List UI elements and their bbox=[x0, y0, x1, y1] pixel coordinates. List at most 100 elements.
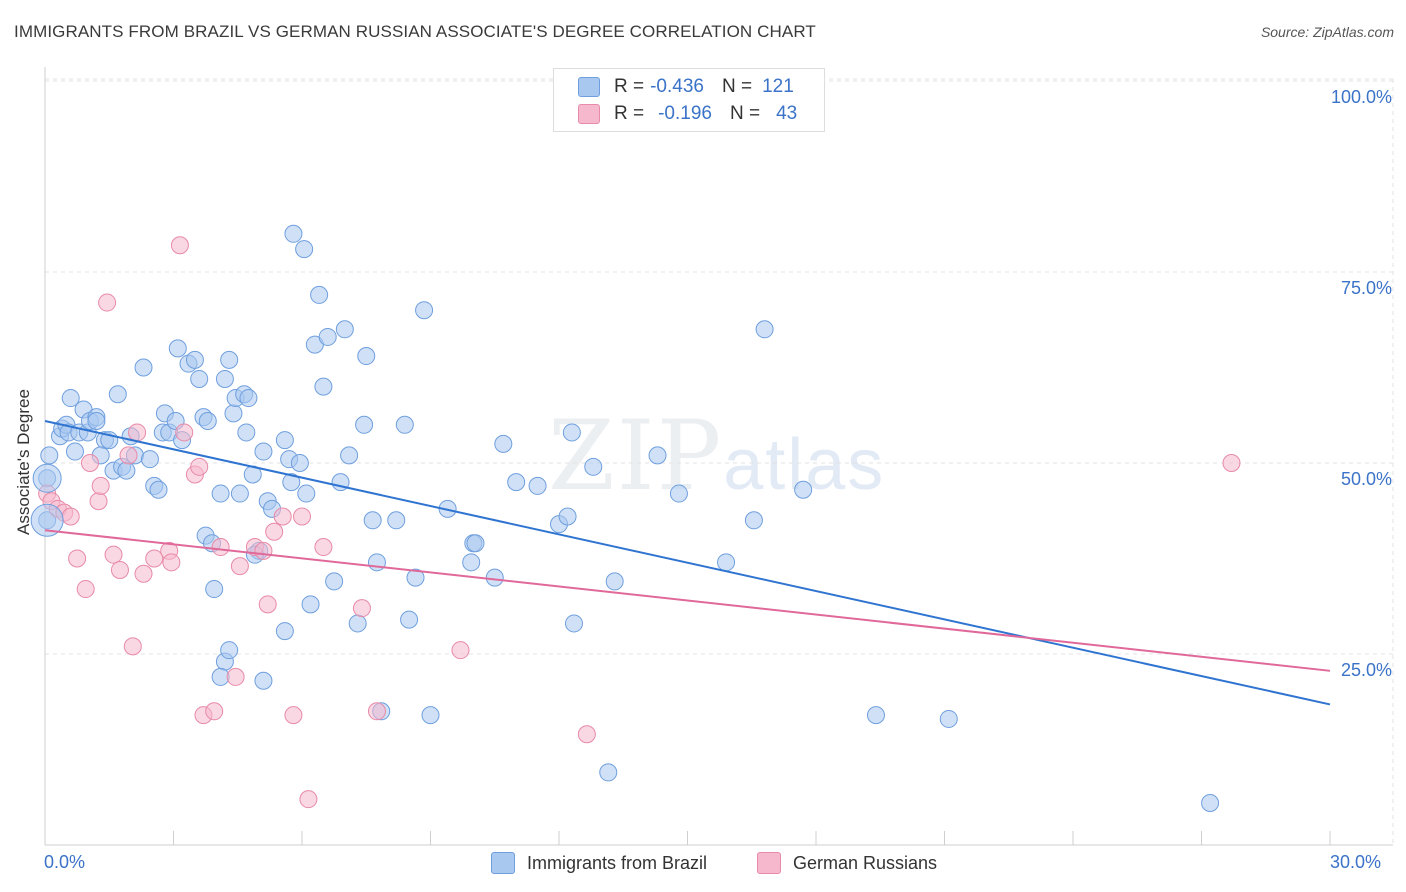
point-brazil bbox=[669, 484, 688, 503]
point-german-russian bbox=[254, 541, 273, 560]
point-brazil bbox=[295, 240, 314, 259]
legend-swatch-brazil bbox=[578, 77, 600, 97]
point-brazil-large bbox=[32, 463, 62, 493]
point-brazil bbox=[387, 511, 406, 530]
point-brazil bbox=[149, 480, 168, 499]
point-german-russian bbox=[80, 454, 99, 472]
point-brazil bbox=[61, 389, 80, 408]
bottom-legend-label-german-russians: German Russians bbox=[793, 852, 938, 873]
point-german-russian bbox=[119, 446, 138, 465]
point-brazil bbox=[237, 423, 256, 442]
point-german-russian bbox=[110, 560, 129, 579]
point-brazil bbox=[866, 706, 885, 725]
legend-r-value-brazil: -0.436 bbox=[650, 76, 704, 97]
point-brazil bbox=[335, 320, 354, 339]
point-brazil bbox=[340, 446, 359, 465]
point-brazil bbox=[507, 473, 526, 492]
point-german-russian bbox=[134, 564, 153, 583]
point-german-russian bbox=[265, 522, 284, 541]
bottom-legend-swatch-german-russians bbox=[757, 852, 781, 874]
point-brazil bbox=[395, 415, 414, 434]
point-german-russian bbox=[175, 423, 194, 442]
point-brazil bbox=[648, 446, 667, 465]
point-brazil bbox=[348, 614, 367, 633]
point-brazil bbox=[558, 507, 577, 526]
point-brazil bbox=[406, 568, 425, 587]
point-brazil bbox=[239, 389, 258, 408]
point-brazil bbox=[230, 484, 249, 503]
point-brazil bbox=[939, 709, 958, 728]
point-brazil bbox=[564, 614, 583, 633]
point-brazil bbox=[310, 285, 329, 304]
y-tick-label-100: 100.0% bbox=[1330, 87, 1392, 107]
point-brazil bbox=[211, 484, 230, 503]
point-german-russian bbox=[190, 457, 209, 476]
point-brazil bbox=[485, 568, 504, 587]
point-brazil bbox=[108, 385, 127, 404]
y-tick-label-50: 50.0% bbox=[1340, 469, 1392, 489]
point-german-russian bbox=[162, 553, 181, 572]
point-german-russian bbox=[226, 667, 245, 686]
legend-n-value-german-russians: 43 bbox=[776, 103, 798, 124]
point-brazil bbox=[494, 434, 513, 453]
point-brazil bbox=[185, 350, 204, 369]
point-brazil bbox=[400, 610, 419, 629]
point-brazil bbox=[65, 442, 84, 461]
point-brazil bbox=[415, 301, 434, 320]
trend-line-brazil bbox=[44, 420, 1331, 706]
correlation-legend: R = -0.436 N = 121 R = -0.196 N = 43 bbox=[553, 68, 825, 132]
point-brazil bbox=[134, 358, 153, 377]
point-brazil bbox=[301, 595, 320, 614]
point-brazil bbox=[211, 667, 230, 686]
point-brazil bbox=[562, 423, 581, 442]
bottom-legend-label-brazil: Immigrants from Brazil bbox=[527, 852, 708, 873]
point-brazil bbox=[528, 476, 547, 495]
legend-r-value-german-russians: -0.196 bbox=[658, 103, 712, 124]
point-brazil bbox=[462, 553, 481, 572]
legend-n-label: N = bbox=[729, 103, 761, 124]
point-brazil bbox=[220, 641, 239, 660]
bottom-legend-brazil: Immigrants from Brazil bbox=[491, 852, 707, 874]
y-tick-label-25: 25.0% bbox=[1340, 660, 1392, 680]
point-brazil bbox=[168, 339, 187, 358]
point-brazil bbox=[198, 411, 217, 430]
point-brazil bbox=[140, 450, 159, 469]
point-brazil bbox=[355, 415, 374, 434]
point-german-russian bbox=[314, 538, 333, 557]
point-german-russian bbox=[230, 557, 249, 576]
x-tick-label-min: 0.0% bbox=[44, 852, 86, 872]
legend-n-label: N = bbox=[721, 76, 753, 97]
point-german-russian bbox=[123, 637, 142, 656]
y-tick-label-75: 75.0% bbox=[1340, 278, 1392, 298]
point-brazil bbox=[205, 580, 224, 599]
point-german-russian bbox=[205, 702, 224, 721]
point-brazil bbox=[605, 572, 624, 591]
point-brazil bbox=[275, 622, 294, 641]
legend-swatch-german-russians bbox=[578, 104, 600, 124]
point-brazil bbox=[215, 369, 234, 388]
point-brazil bbox=[314, 377, 333, 396]
point-brazil bbox=[599, 763, 618, 782]
legend-r-label: R = bbox=[614, 76, 645, 97]
point-german-russian bbox=[76, 580, 95, 599]
point-brazil bbox=[254, 671, 273, 690]
point-german-russian bbox=[273, 507, 292, 526]
legend-row-brazil: R = -0.436 N = 121 bbox=[578, 74, 794, 100]
point-brazil-large bbox=[30, 503, 64, 537]
point-brazil bbox=[275, 431, 294, 450]
point-brazil bbox=[284, 224, 303, 243]
point-german-russian bbox=[91, 476, 110, 495]
legend-n-value-brazil: 121 bbox=[762, 76, 794, 97]
point-german-russian bbox=[299, 790, 318, 809]
chart-title: IMMIGRANTS FROM BRAZIL VS GERMAN RUSSIAN… bbox=[14, 22, 816, 41]
trend-line-german-russian bbox=[44, 529, 1331, 672]
point-brazil bbox=[87, 411, 106, 430]
legend-r-label: R = bbox=[614, 103, 645, 124]
point-brazil bbox=[190, 369, 209, 388]
point-german-russian bbox=[68, 549, 87, 568]
point-brazil bbox=[744, 511, 763, 530]
legend-row-german-russians: R = -0.196 N = 43 bbox=[578, 101, 797, 127]
point-brazil bbox=[297, 484, 316, 503]
point-german-russian bbox=[61, 507, 80, 526]
